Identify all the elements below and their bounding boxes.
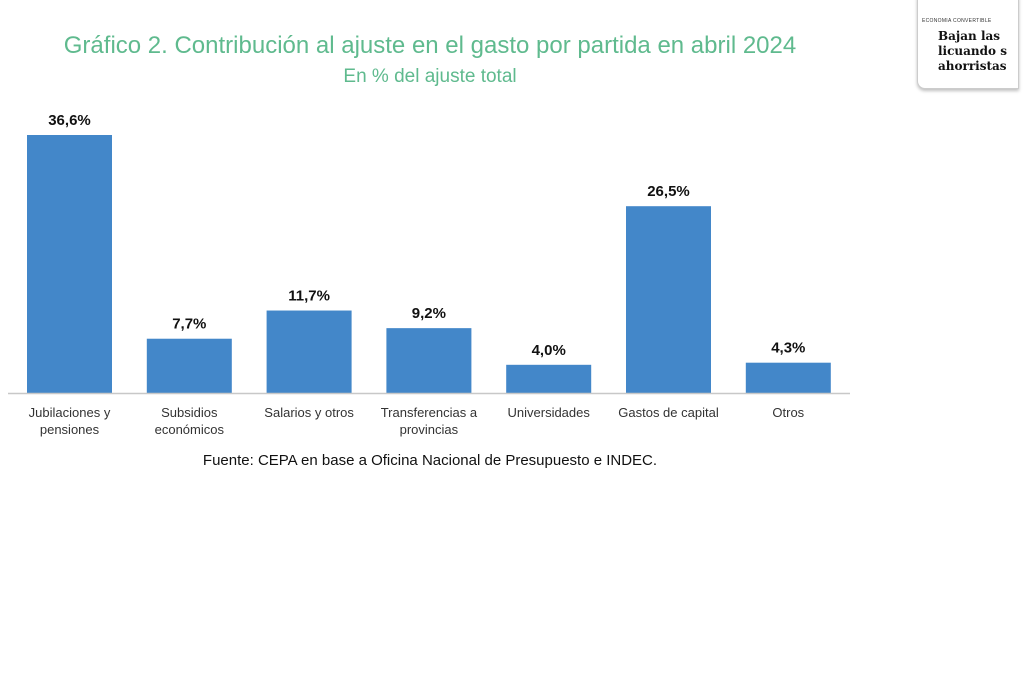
x-tick-label: Otros bbox=[772, 405, 804, 420]
x-tick-label: Universidades bbox=[508, 405, 591, 420]
x-tick-label: Transferencias a bbox=[381, 405, 478, 420]
x-tick-label: pensiones bbox=[40, 422, 100, 437]
bar bbox=[626, 206, 711, 393]
inset-headline-line: Bajan las bbox=[938, 29, 1001, 43]
chart-subtitle: En % del ajuste total bbox=[343, 66, 517, 87]
inset-headline: Bajan las licuando s ahorristas bbox=[938, 29, 1018, 74]
x-tick-label: provincias bbox=[400, 422, 459, 437]
bar bbox=[745, 362, 831, 393]
data-label: 4,3% bbox=[771, 340, 805, 357]
data-label: 9,2% bbox=[412, 305, 446, 322]
data-label: 26,5% bbox=[647, 183, 690, 200]
x-tick-label: Subsidios bbox=[161, 405, 218, 420]
data-label: 11,7% bbox=[288, 288, 330, 305]
inset-headline-line: licuando s bbox=[938, 44, 1007, 58]
news-inset-card[interactable]: ECONOMIA CONVERTIBLE Bajan las licuando … bbox=[917, 0, 1019, 89]
inset-kicker: ECONOMIA CONVERTIBLE bbox=[922, 18, 992, 24]
bar-chart: 36,6% Jubilaciones y pensiones 7,7% Subsidio… bbox=[8, 112, 850, 437]
x-tick-label: Salarios y otros bbox=[264, 405, 354, 420]
data-label: 7,7% bbox=[172, 316, 206, 333]
bar bbox=[266, 310, 352, 393]
chart-source: Fuente: CEPA en base a Oficina Nacional … bbox=[202, 452, 658, 469]
x-tick-label: económicos bbox=[155, 422, 225, 437]
bar bbox=[506, 364, 592, 393]
bar bbox=[146, 338, 232, 393]
x-tick-label: Gastos de capital bbox=[618, 405, 719, 420]
data-label: 4,0% bbox=[532, 342, 566, 359]
chart-title: Gráfico 2. Contribución al ajuste en el … bbox=[63, 32, 797, 59]
bar bbox=[27, 135, 112, 393]
data-label: 36,6% bbox=[48, 112, 91, 129]
inset-headline-line: ahorristas bbox=[938, 59, 1007, 73]
x-tick-label: Jubilaciones y bbox=[29, 405, 111, 420]
bar bbox=[386, 328, 472, 393]
